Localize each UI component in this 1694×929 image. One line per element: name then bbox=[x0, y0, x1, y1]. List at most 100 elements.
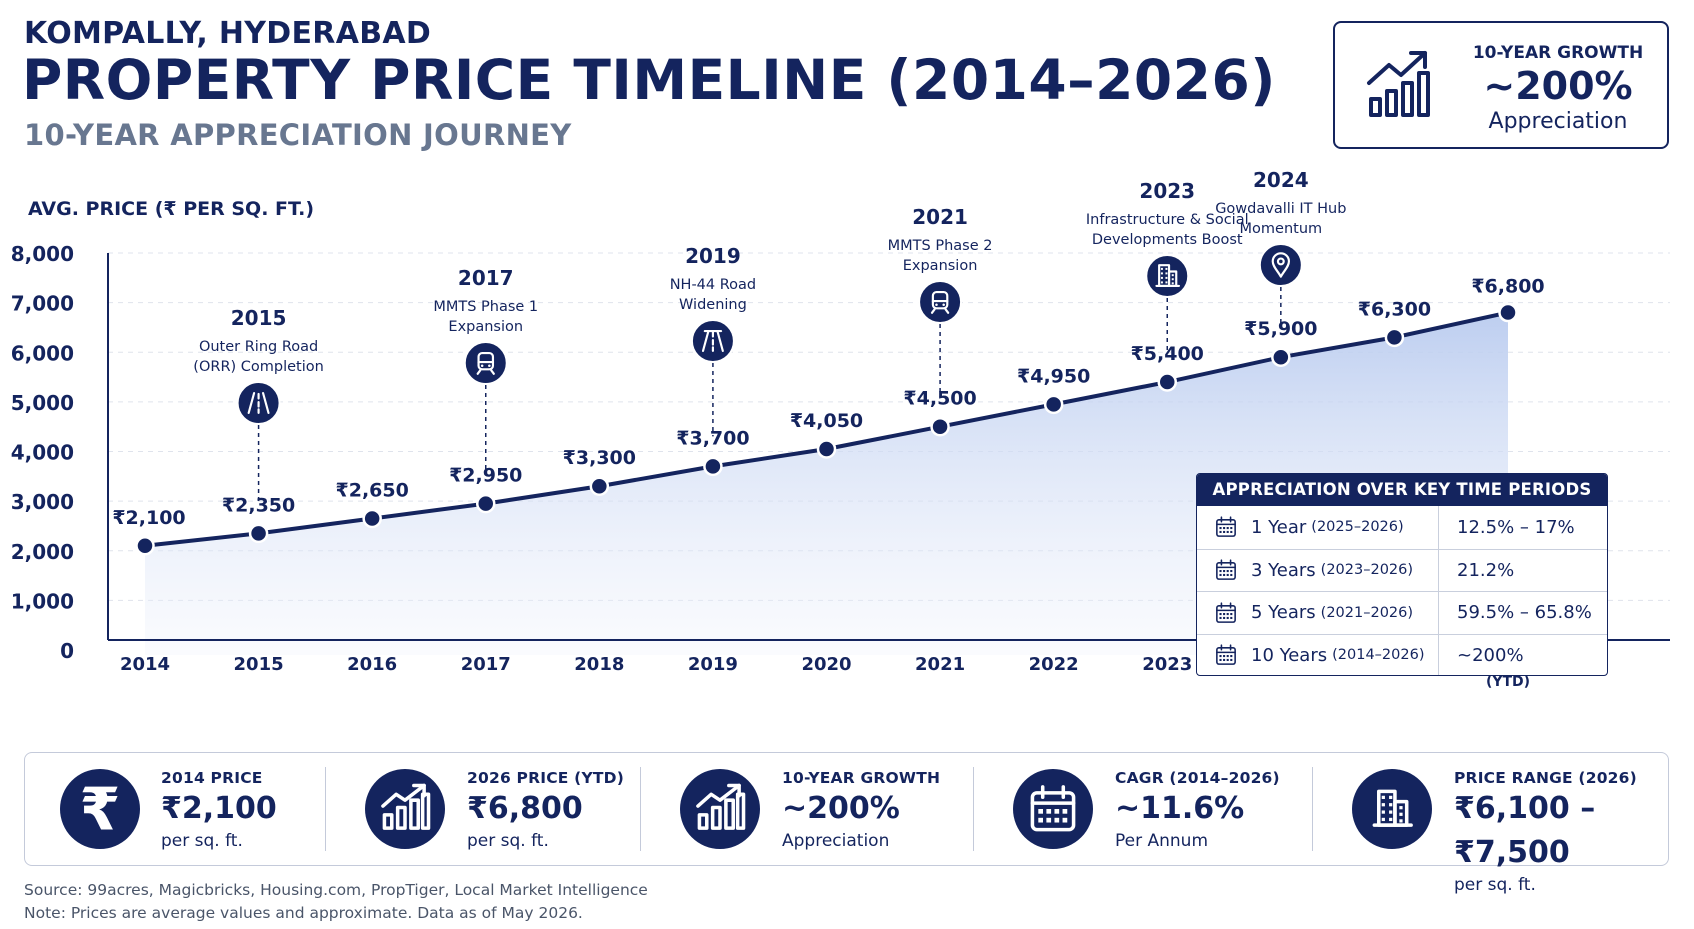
milestone-text: Developments Boost bbox=[1092, 232, 1243, 248]
data-label: ₹5,400 bbox=[1131, 343, 1204, 365]
train-icon bbox=[930, 291, 950, 314]
stat-value: ₹6,800 bbox=[467, 791, 583, 826]
milestone-text: Momentum bbox=[1240, 221, 1323, 237]
data-label: ₹4,050 bbox=[790, 410, 863, 432]
x-tick-label: 2018 bbox=[574, 654, 624, 675]
data-point bbox=[248, 523, 269, 544]
y-tick-label: 5,000 bbox=[11, 391, 74, 415]
milestone-text: Outer Ring Road bbox=[199, 339, 318, 355]
calendar-icon bbox=[1030, 785, 1076, 832]
appreciation-periods-table: APPRECIATION OVER KEY TIME PERIODS 1 Yea… bbox=[1196, 473, 1608, 676]
buildings-icon bbox=[1155, 264, 1181, 287]
appreciation-value: 12.5% – 17% bbox=[1457, 516, 1575, 538]
y-tick-label: 0 bbox=[60, 639, 74, 663]
x-tick-label: 2016 bbox=[347, 654, 397, 675]
milestone-annotation: 2019 NH-44 Road Widening bbox=[670, 244, 756, 437]
stat-unit: per sq. ft. bbox=[161, 831, 243, 851]
data-point bbox=[816, 439, 837, 459]
milestone-annotation: 2024 Gowdavalli IT Hub Momentum bbox=[1215, 168, 1346, 328]
period-range: (2021–2026) bbox=[1320, 604, 1414, 621]
milestone-annotation: 2021 MMTS Phase 2 Expansion bbox=[888, 205, 993, 397]
key-stats-bar: ₹2014 PRICE ₹2,100 per sq. ft. 2026 PRICE (… bbox=[24, 752, 1669, 895]
calendar-icon bbox=[1216, 559, 1236, 581]
price-area bbox=[145, 312, 1508, 655]
stat-card: ₹2014 PRICE ₹2,100 per sq. ft. bbox=[25, 753, 325, 865]
data-label: ₹2,950 bbox=[449, 465, 522, 487]
stat-icon-circle bbox=[680, 769, 760, 849]
growth-box-label: 10-YEAR GROWTH bbox=[1472, 43, 1644, 63]
milestone-text: (ORR) Completion bbox=[193, 359, 324, 375]
stat-label: 10-YEAR GROWTH bbox=[782, 769, 941, 787]
highway-icon bbox=[701, 330, 724, 352]
x-tick-label: 2015 bbox=[234, 654, 284, 675]
stat-label: 2026 PRICE (YTD) bbox=[467, 769, 624, 787]
data-label: ₹3,300 bbox=[563, 447, 636, 469]
page-title: PROPERTY PRICE TIMELINE (2014–2026) bbox=[22, 48, 1276, 112]
period-label: 3 Years bbox=[1251, 559, 1316, 581]
data-point bbox=[1384, 327, 1405, 348]
data-point bbox=[1043, 394, 1064, 415]
data-point bbox=[930, 416, 950, 437]
stat-unit: per sq. ft. bbox=[467, 831, 549, 851]
stat-unit: per sq. ft. bbox=[1454, 875, 1536, 895]
appreciation-value: 59.5% – 65.8% bbox=[1457, 602, 1592, 624]
x-tick-label: 2021 bbox=[915, 654, 965, 675]
data-point bbox=[1498, 302, 1518, 323]
y-tick-label: 7,000 bbox=[11, 292, 74, 316]
table-title: APPRECIATION OVER KEY TIME PERIODS bbox=[1197, 474, 1607, 506]
data-label: ₹2,650 bbox=[336, 479, 409, 501]
calendar-icon bbox=[1216, 602, 1236, 623]
table-row: 5 Years (2021–2026) 59.5% – 65.8% bbox=[1197, 591, 1607, 634]
y-tick-label: 6,000 bbox=[11, 341, 74, 365]
milestone-annotation: 2017 MMTS Phase 1 Expansion bbox=[433, 266, 538, 474]
milestone-icon-circle bbox=[1145, 254, 1190, 298]
train-icon bbox=[476, 352, 495, 375]
data-label: ₹2,350 bbox=[222, 494, 295, 516]
growth-chart-icon bbox=[696, 783, 746, 830]
data-point bbox=[1271, 347, 1291, 367]
milestone-text: Widening bbox=[679, 297, 747, 313]
x-tick-label: 2019 bbox=[688, 654, 738, 675]
x-tick-sublabel: (YTD) bbox=[1486, 674, 1530, 690]
calendar-icon bbox=[1216, 516, 1236, 538]
table-row: 10 Years (2014–2026) ~200% bbox=[1197, 633, 1607, 675]
table-row: 3 Years (2023–2026) 21.2% bbox=[1197, 548, 1607, 591]
milestone-year: 2019 bbox=[685, 244, 741, 268]
y-tick-label: 4,000 bbox=[11, 441, 74, 465]
data-label: ₹6,800 bbox=[1471, 276, 1544, 298]
data-label: ₹3,700 bbox=[676, 427, 749, 449]
growth-summary-box: 10-YEAR GROWTH ~200% Appreciation bbox=[1333, 21, 1669, 149]
milestone-year: 2023 bbox=[1139, 179, 1195, 203]
milestone-text: MMTS Phase 2 bbox=[888, 238, 993, 254]
growth-chart-icon bbox=[381, 783, 431, 830]
milestone-year: 2015 bbox=[231, 306, 287, 330]
stat-icon-circle bbox=[1013, 769, 1093, 849]
milestone-text: MMTS Phase 1 bbox=[433, 299, 538, 315]
footnote: Source: 99acres, Magicbricks, Housing.co… bbox=[24, 879, 648, 925]
appreciation-value: 21.2% bbox=[1457, 559, 1515, 581]
price-timeline-chart: AVG. PRICE (₹ PER SQ. FT.) 0 1,000 2,000 3,… bbox=[11, 168, 1670, 690]
x-tick-label: 2020 bbox=[801, 654, 851, 675]
milestone-annotation: 2023 Infrastructure & Social Developments … bbox=[1086, 179, 1249, 353]
road-icon bbox=[247, 392, 270, 414]
milestone-text: Infrastructure & Social bbox=[1086, 212, 1249, 228]
milestone-annotation: 2015 Outer Ring Road (ORR) Completion bbox=[193, 306, 324, 504]
milestone-text: NH-44 Road bbox=[670, 277, 756, 293]
svg-text:₹: ₹ bbox=[80, 781, 121, 837]
buildings-icon bbox=[1372, 789, 1413, 827]
source-note: Source: 99acres, Magicbricks, Housing.co… bbox=[24, 881, 648, 899]
period-range: (2025–2026) bbox=[1311, 519, 1404, 536]
growth-box-value: ~200% bbox=[1483, 64, 1633, 108]
growth-chart-icon bbox=[1367, 51, 1430, 117]
stat-label: 2014 PRICE bbox=[161, 769, 263, 787]
stat-unit: Appreciation bbox=[782, 831, 890, 851]
stat-icon-circle bbox=[1352, 769, 1432, 849]
page-subtitle: 10-YEAR APPRECIATION JOURNEY bbox=[24, 118, 572, 152]
data-label: ₹2,100 bbox=[112, 507, 185, 529]
data-point bbox=[1157, 372, 1177, 392]
y-tick-label: 1,000 bbox=[11, 589, 74, 613]
data-point bbox=[476, 493, 496, 514]
stat-card: 10-YEAR GROWTH ~200% Appreciation bbox=[640, 753, 973, 865]
data-label: ₹4,500 bbox=[903, 388, 976, 410]
period-cell: 10 Years (2014–2026) bbox=[1197, 634, 1439, 675]
